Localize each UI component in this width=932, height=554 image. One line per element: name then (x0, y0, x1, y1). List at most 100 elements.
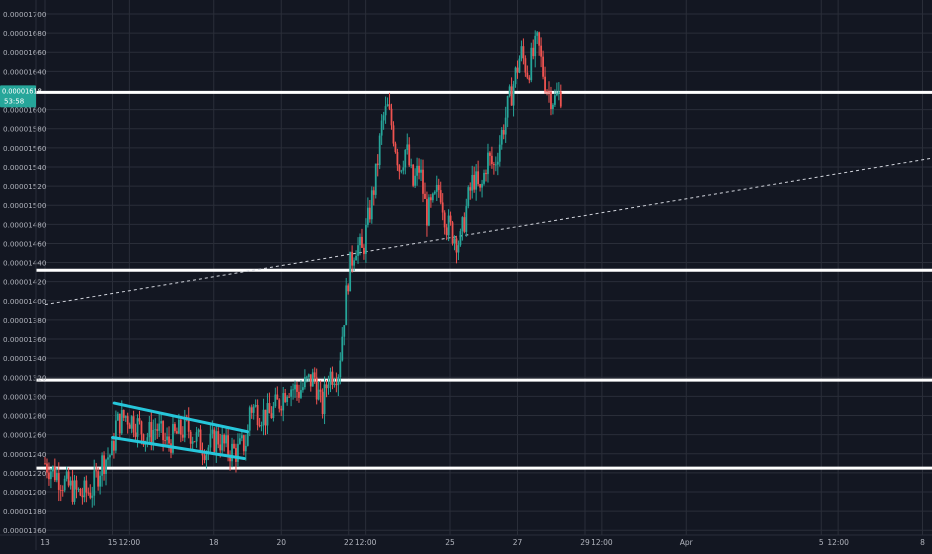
candle-down (87, 492, 90, 494)
flag-pattern-layer[interactable] (111, 401, 249, 461)
candle-down (95, 470, 98, 472)
candle-down (526, 72, 529, 78)
candle-down (510, 86, 513, 106)
candle-down (331, 371, 334, 385)
candle-up (302, 387, 304, 391)
candle-up (274, 394, 277, 407)
candle-down (550, 91, 552, 109)
candle-up (382, 115, 385, 121)
candle-up (195, 432, 198, 442)
candle-down (242, 435, 245, 452)
candle-up (483, 172, 485, 184)
grid-layer (36, 0, 932, 535)
horizontal-levels[interactable] (36, 90, 932, 470)
candle-down (451, 222, 454, 244)
candle-down (79, 488, 82, 496)
candle-down (264, 409, 267, 426)
candle-down (492, 164, 495, 166)
candle-up (114, 420, 117, 451)
candle-down (502, 129, 505, 135)
candle-down (71, 480, 74, 502)
candle-up (294, 384, 296, 390)
candle-down (516, 67, 519, 73)
candle-down (398, 165, 401, 172)
candle-up (205, 452, 208, 461)
price-tick-label: 0.00001220 (3, 469, 47, 478)
time-tick-label: 12:00 (355, 538, 377, 547)
candle-up (520, 46, 523, 59)
candle-down (449, 215, 452, 223)
flag-upper-line[interactable] (112, 401, 249, 434)
candle-down (524, 58, 527, 73)
candle-down (44, 463, 46, 465)
price-tick-label: 0.00001560 (3, 144, 47, 153)
price-tick-label: 0.00001700 (3, 10, 47, 19)
candle-up (262, 409, 265, 426)
price-tick-label: 0.00001200 (3, 488, 47, 497)
candle-up (494, 164, 497, 166)
candle-down (217, 431, 220, 445)
candle-down (321, 391, 324, 415)
candle-up (341, 336, 344, 361)
candle-up (353, 260, 355, 266)
price-tick-label: 0.00001640 (3, 67, 47, 76)
candle-up (240, 435, 243, 439)
candle-down (351, 251, 354, 266)
price-tick-label: 0.00001180 (3, 507, 47, 516)
candle-down (408, 144, 411, 166)
candle-up (292, 389, 294, 391)
price-tick-label: 0.00001440 (3, 259, 47, 268)
candle-up (410, 164, 413, 166)
candle-down (193, 441, 196, 443)
candle-down (280, 408, 283, 411)
price-tick-label: 0.00001680 (3, 29, 47, 38)
candle-down (156, 429, 159, 431)
candle-down (347, 285, 350, 292)
candle-up (154, 429, 157, 431)
price-tag-box (0, 85, 36, 108)
candle-up (111, 441, 113, 456)
candle-down (445, 227, 448, 236)
candles-layer (44, 30, 562, 508)
candle-down (335, 383, 338, 386)
price-tick-label: 0.00001660 (3, 48, 47, 57)
candle-up (91, 495, 94, 498)
candle-up (221, 434, 224, 451)
candle-down (67, 471, 70, 486)
trend-line-layer[interactable] (44, 156, 932, 306)
candle-down (199, 429, 202, 451)
candle-up (260, 425, 263, 427)
candle-down (284, 393, 287, 403)
flag-lower-line[interactable] (111, 436, 246, 461)
candle-up (105, 459, 107, 474)
candle-up (55, 473, 58, 481)
candle-up (209, 433, 212, 448)
candle-up (77, 488, 80, 490)
candle-down (61, 490, 64, 491)
time-tick-label: 5 (819, 538, 824, 547)
candle-down (319, 389, 322, 392)
candle-up (349, 251, 352, 292)
candle-up (197, 429, 200, 433)
candle-down (441, 202, 444, 213)
candle-up (467, 187, 470, 207)
candle-down (296, 384, 298, 392)
candle-down (412, 164, 415, 186)
candle-down (213, 429, 216, 452)
candle-down (235, 448, 237, 462)
candle-down (138, 418, 141, 422)
candle-up (231, 443, 233, 462)
time-axis[interactable]: 13 15 12:00 18 20 22 12:00 25 27 29 12:00 Apr 5 12:00… (0, 534, 932, 547)
candle-up (191, 441, 194, 444)
candle-down (532, 47, 535, 57)
candle-up (73, 480, 76, 502)
candle-down (59, 489, 62, 491)
candle-up (99, 475, 102, 487)
candle-down (473, 174, 476, 190)
price-axis[interactable]: 0.00001160 0.00001180 0.00001200 0.00001220… (3, 0, 47, 550)
candle-down (489, 152, 491, 156)
time-tick-label: 12:00 (119, 538, 141, 547)
dashed-trend-line[interactable] (44, 156, 932, 306)
